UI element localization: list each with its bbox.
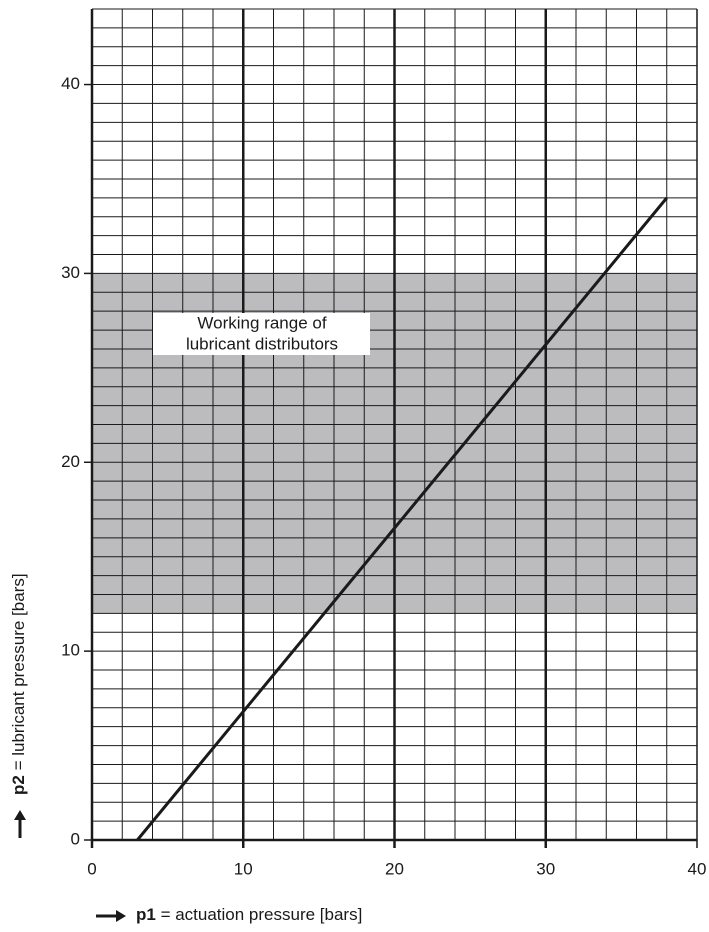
x-label-text: p1 = actuation pressure [bars] <box>136 905 362 924</box>
x-tick-label: 20 <box>385 859 404 878</box>
y-label-rest: = lubricant pressure [bars] <box>9 573 28 775</box>
x-label-symbol: p1 <box>136 905 156 924</box>
y-tick-label: 40 <box>61 74 80 93</box>
x-tick-label: 10 <box>234 859 253 878</box>
x-label-rest: = actuation pressure [bars] <box>156 905 362 924</box>
y-label-text: p2 = lubricant pressure [bars] <box>9 573 28 795</box>
y-label: p2 = lubricant pressure [bars] <box>9 573 28 838</box>
x-label: p1 = actuation pressure [bars] <box>96 905 362 924</box>
line <box>136 196 668 841</box>
y-tick-label: 0 <box>71 829 80 848</box>
x-tick-label: 30 <box>536 859 555 878</box>
y-tick-label: 30 <box>61 263 80 282</box>
y-tick-label: 20 <box>61 452 80 471</box>
annotation-box <box>153 313 370 355</box>
x-tick-label: 40 <box>688 859 707 878</box>
arrow-head <box>116 910 126 922</box>
arrow-head <box>14 810 26 820</box>
x-tick-label: 0 <box>87 859 96 878</box>
y-tick-label: 10 <box>61 641 80 660</box>
annotation: Working range of <box>197 313 326 332</box>
y-label-symbol: p2 <box>9 775 28 795</box>
annotation: lubricant distributors <box>186 334 338 353</box>
